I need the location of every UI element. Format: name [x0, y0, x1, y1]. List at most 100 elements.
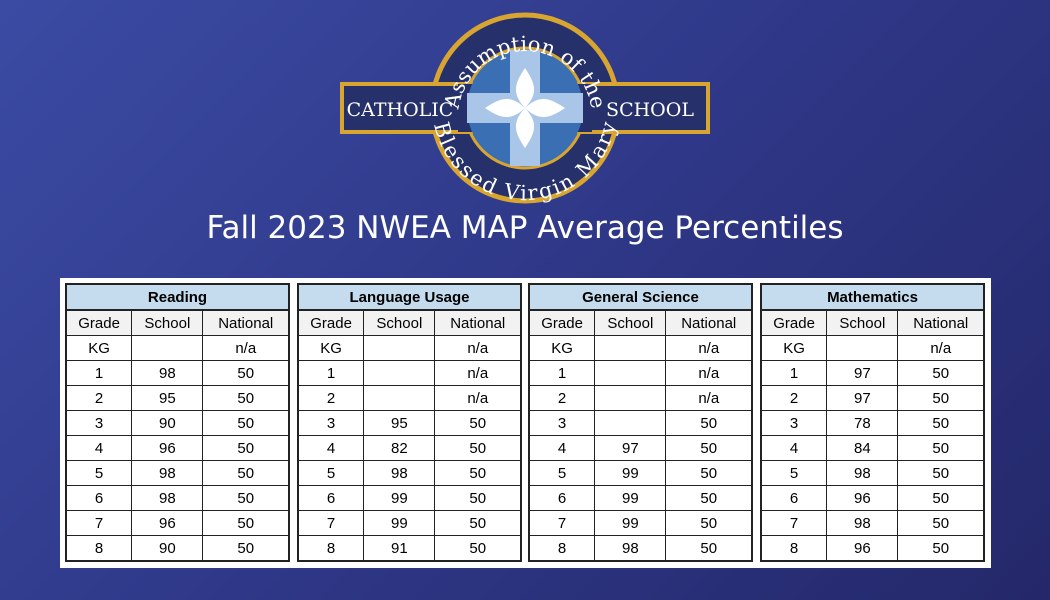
column-header: National	[665, 309, 753, 336]
cell: 50	[434, 510, 522, 536]
cell: 50	[202, 435, 290, 461]
cell: 97	[826, 360, 899, 386]
column-header: Grade	[760, 309, 828, 336]
cell: 7	[65, 510, 133, 536]
cell: 99	[594, 510, 667, 536]
cell: 6	[65, 485, 133, 511]
cell: 50	[665, 435, 753, 461]
cell	[363, 385, 436, 411]
table-title-row: Mathematics	[760, 283, 985, 311]
table-title-row: Language Usage	[297, 283, 522, 311]
data-row: 7 99 50	[297, 510, 522, 536]
cell	[594, 385, 667, 411]
column-header: National	[202, 309, 290, 336]
data-row: 6 99 50	[297, 485, 522, 511]
cell: 6	[760, 485, 828, 511]
cell: KG	[65, 335, 133, 361]
data-row: 1 97 50	[760, 360, 985, 386]
cell: 98	[363, 460, 436, 486]
column-header: School	[594, 309, 667, 336]
cell: n/a	[665, 360, 753, 386]
cell: 50	[202, 485, 290, 511]
cell: 1	[760, 360, 828, 386]
table-title: Mathematics	[760, 283, 985, 311]
cell: 1	[297, 360, 365, 386]
data-row: 6 96 50	[760, 485, 985, 511]
data-row: 5 98 50	[65, 460, 290, 486]
cell: 2	[760, 385, 828, 411]
title: Fall 2023 NWEA MAP Average Percentiles	[206, 210, 844, 246]
cell: n/a	[434, 335, 522, 361]
data-row: 2 95 50	[65, 385, 290, 411]
table-title: Reading	[65, 283, 290, 311]
cell: 4	[65, 435, 133, 461]
cell: 96	[131, 510, 204, 536]
cell: 50	[202, 385, 290, 411]
cell: 6	[297, 485, 365, 511]
cell: 50	[897, 410, 985, 436]
data-row: 3 50	[528, 410, 753, 436]
cell: 50	[665, 510, 753, 536]
data-row: 6 99 50	[528, 485, 753, 511]
cell: 98	[594, 535, 667, 562]
cell	[826, 335, 899, 361]
data-row: KG n/a	[297, 335, 522, 361]
cell: 3	[297, 410, 365, 436]
data-row: 6 98 50	[65, 485, 290, 511]
logo: Assumption of the Blessed Virgin Mary CA…	[340, 12, 710, 205]
cell: 95	[363, 410, 436, 436]
data-row: KG n/a	[760, 335, 985, 361]
cell: 50	[665, 485, 753, 511]
score-table: Reading Grade School National KG n/a 1 98 50 2 95 5…	[65, 283, 290, 562]
cell: 50	[434, 535, 522, 562]
cell	[363, 360, 436, 386]
data-row: 4 96 50	[65, 435, 290, 461]
header-row: Grade School National	[65, 309, 290, 336]
cell: n/a	[202, 335, 290, 361]
table-title: Language Usage	[297, 283, 522, 311]
cell: 82	[363, 435, 436, 461]
data-row: 8 90 50	[65, 535, 290, 562]
cell: 90	[131, 410, 204, 436]
cell: 2	[528, 385, 596, 411]
cell: n/a	[665, 385, 753, 411]
cell: n/a	[665, 335, 753, 361]
column-header: National	[897, 309, 985, 336]
cell: 2	[65, 385, 133, 411]
table-title: General Science	[528, 283, 753, 311]
header-row: Grade School National	[760, 309, 985, 336]
cell: 99	[594, 485, 667, 511]
cell: 50	[897, 485, 985, 511]
cell	[363, 335, 436, 361]
data-row: 5 98 50	[297, 460, 522, 486]
cell	[131, 335, 204, 361]
cell: 97	[826, 385, 899, 411]
cell: 5	[297, 460, 365, 486]
cell: 50	[897, 435, 985, 461]
cell: 50	[897, 535, 985, 562]
cell: 96	[826, 535, 899, 562]
data-row: 3 78 50	[760, 410, 985, 436]
cell: 98	[131, 360, 204, 386]
cell: 1	[65, 360, 133, 386]
cell: 96	[131, 435, 204, 461]
cell: 50	[897, 460, 985, 486]
cell: 4	[760, 435, 828, 461]
cell: 99	[363, 485, 436, 511]
data-row: 5 99 50	[528, 460, 753, 486]
data-row: 8 91 50	[297, 535, 522, 562]
cell: 97	[594, 435, 667, 461]
cell: 50	[434, 485, 522, 511]
cell	[594, 335, 667, 361]
cell: 96	[826, 485, 899, 511]
score-table: Mathematics Grade School National KG n/a 1 97 50…	[760, 283, 985, 562]
data-row: 8 96 50	[760, 535, 985, 562]
data-row: 7 98 50	[760, 510, 985, 536]
data-row: 8 98 50	[528, 535, 753, 562]
logo-left-text: CATHOLIC	[347, 99, 454, 121]
cell: 90	[131, 535, 204, 562]
cell: 98	[131, 460, 204, 486]
cell: 8	[528, 535, 596, 562]
table-title-row: Reading	[65, 283, 290, 311]
data-row: 4 97 50	[528, 435, 753, 461]
